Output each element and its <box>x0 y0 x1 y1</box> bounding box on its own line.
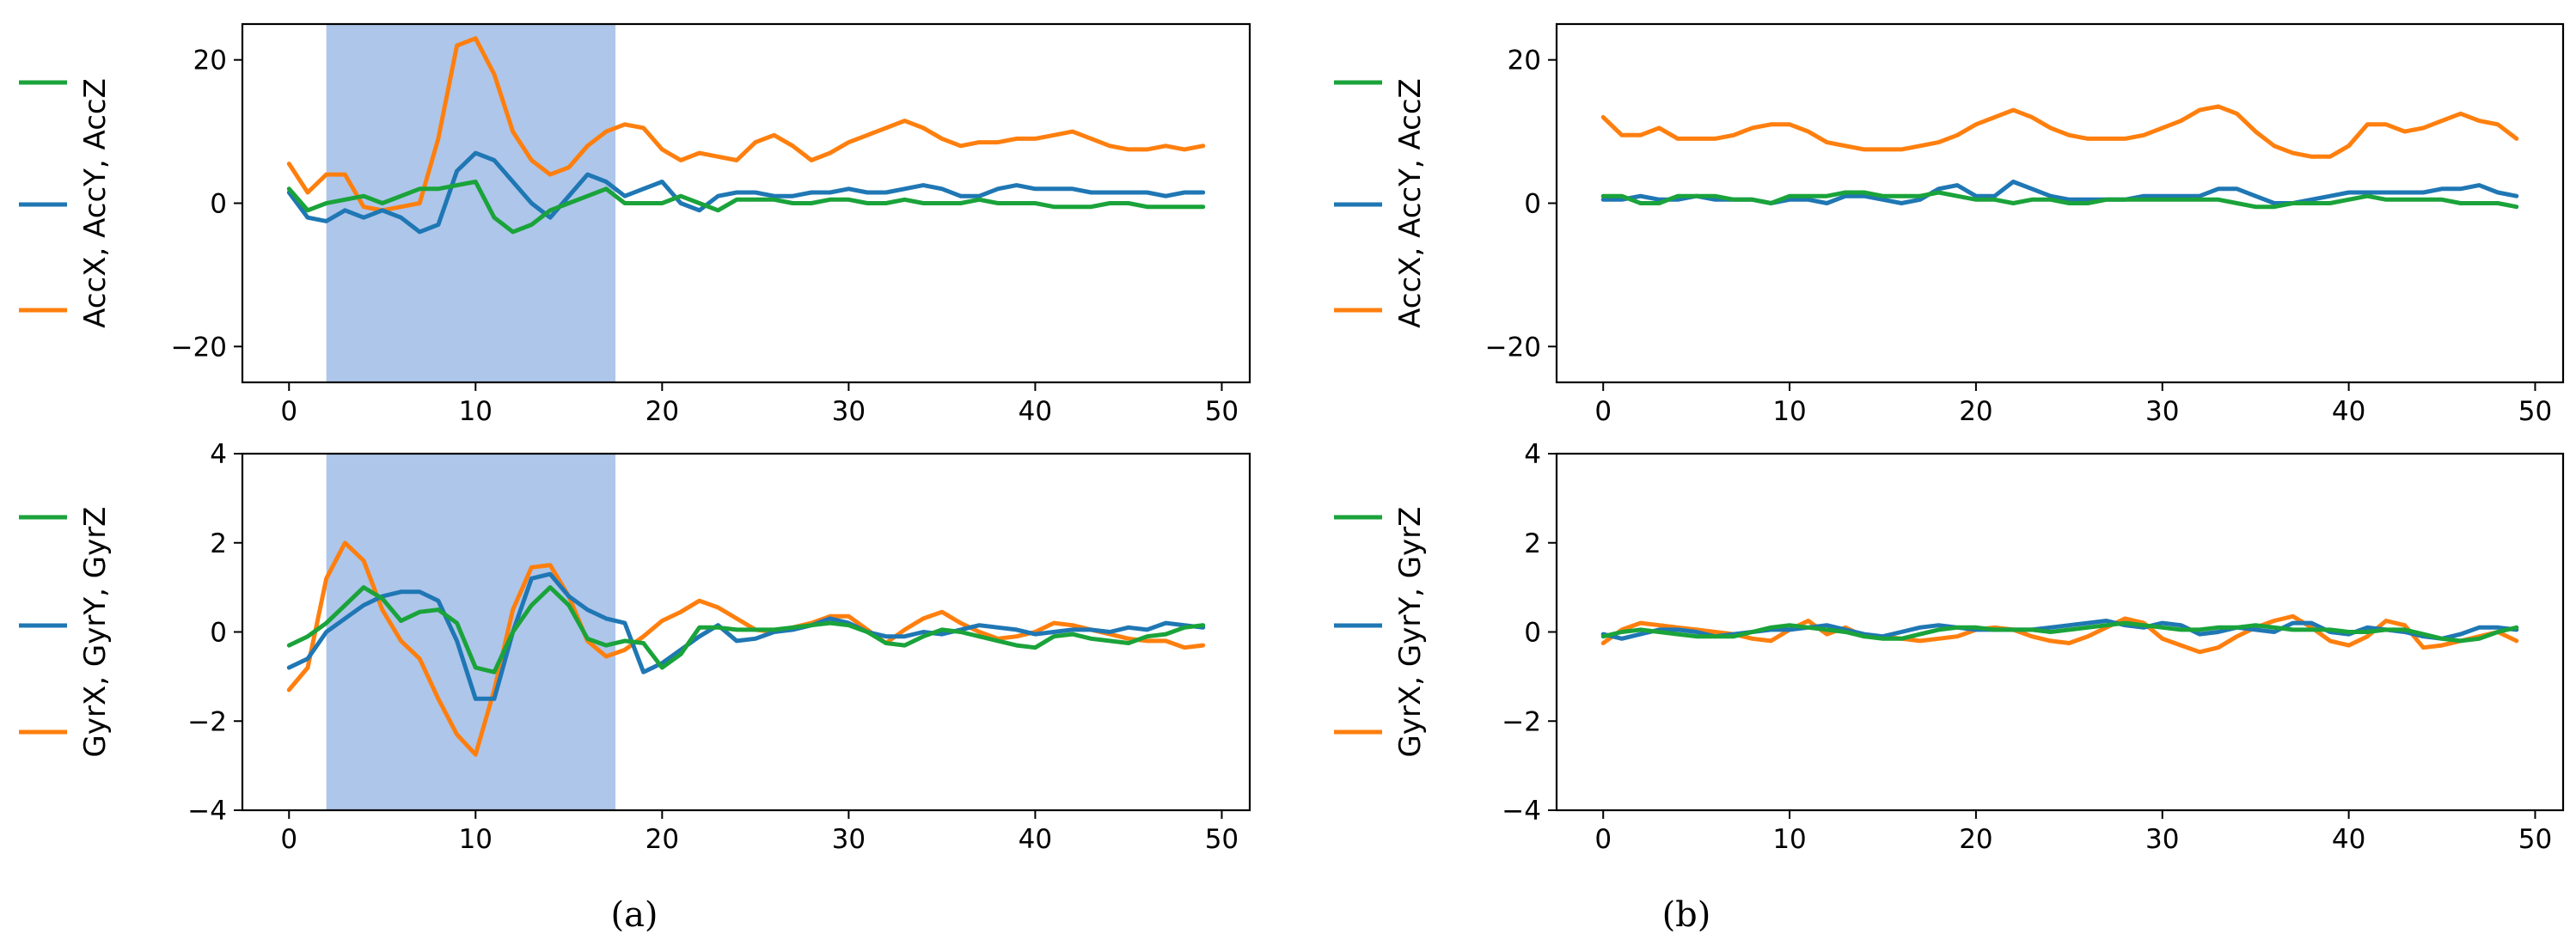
highlight-region <box>326 454 616 810</box>
panel-label-a: (a) <box>610 895 658 935</box>
x-tick-label: 40 <box>2332 824 2365 855</box>
y-tick-label: 4 <box>1524 439 1541 470</box>
y-axis-label: AccX, AccY, AccZ <box>1393 78 1428 328</box>
x-tick-label: 30 <box>832 824 866 855</box>
x-tick-label: 20 <box>646 824 679 855</box>
y-tick-label: 4 <box>210 439 227 470</box>
x-tick-label: 0 <box>280 824 297 855</box>
x-tick-label: 20 <box>646 396 679 427</box>
y-tick-label: −20 <box>1485 332 1541 363</box>
y-tick-label: 0 <box>210 189 227 220</box>
y-tick-label: −20 <box>171 332 227 363</box>
y-tick-label: −4 <box>187 796 227 827</box>
y-tick-label: 2 <box>210 528 227 559</box>
x-tick-label: 10 <box>459 824 493 855</box>
series-line-green <box>1600 190 2519 210</box>
chart-gyr_a: 0 10 20 30 40 50 −4 −2 0 2 4 GyrX, GyrY, GyrZ <box>19 439 1251 855</box>
panel-label-b: (b) <box>1662 895 1711 935</box>
y-tick-label: 0 <box>210 618 227 649</box>
y-tick-label: −4 <box>1502 796 1541 827</box>
series-line-orange <box>286 540 1206 757</box>
x-tick-label: 30 <box>832 396 866 427</box>
x-tick-label: 30 <box>2145 824 2179 855</box>
x-tick-label: 10 <box>1772 824 1806 855</box>
x-tick-label: 0 <box>1594 824 1612 855</box>
x-tick-label: 50 <box>1205 396 1239 427</box>
series-line-green <box>286 585 1206 674</box>
y-tick-label: −2 <box>187 706 227 737</box>
chart-acc_a: 0 10 20 30 40 50 −20 0 20 AccX, AccY, AccZ <box>19 22 1251 427</box>
x-tick-label: 50 <box>2518 824 2552 855</box>
series-line-green <box>1600 620 2519 644</box>
x-tick-label: 40 <box>2332 396 2365 427</box>
x-tick-label: 50 <box>1205 824 1239 855</box>
y-tick-label: 20 <box>193 46 227 76</box>
x-tick-label: 40 <box>1019 396 1052 427</box>
x-tick-label: 0 <box>1594 396 1612 427</box>
series-line-green <box>286 180 1206 235</box>
x-tick-label: 10 <box>459 396 493 427</box>
y-axis-label: AccX, AccY, AccZ <box>78 78 113 328</box>
y-axis-label: GyrX, GyrY, GyrZ <box>1393 507 1428 758</box>
y-tick-label: 20 <box>1508 46 1541 76</box>
x-tick-label: 40 <box>1019 824 1052 855</box>
series-line-orange <box>286 36 1206 213</box>
y-tick-label: −2 <box>1502 706 1541 737</box>
series-line-orange <box>1600 104 2519 159</box>
y-axis-label: GyrX, GyrY, GyrZ <box>78 507 113 758</box>
chart-gyr_b: 0 10 20 30 40 50 −4 −2 0 2 4 GyrX, GyrY, GyrZ <box>1334 439 2565 855</box>
series-line-blue <box>286 571 1206 701</box>
y-tick-label: 2 <box>1524 528 1541 559</box>
x-tick-label: 30 <box>2145 396 2179 427</box>
series-line-blue <box>286 150 1206 235</box>
y-tick-label: 0 <box>1524 189 1541 220</box>
x-tick-label: 20 <box>1959 396 1992 427</box>
x-tick-label: 0 <box>280 396 297 427</box>
chart-acc_b: 0 10 20 30 40 50 −20 0 20 AccX, AccY, AccZ <box>1334 22 2565 427</box>
x-tick-label: 20 <box>1959 824 1992 855</box>
y-tick-label: 0 <box>1524 618 1541 649</box>
x-tick-label: 10 <box>1772 396 1806 427</box>
series-line-orange <box>1600 613 2519 655</box>
x-tick-label: 50 <box>2518 396 2552 427</box>
